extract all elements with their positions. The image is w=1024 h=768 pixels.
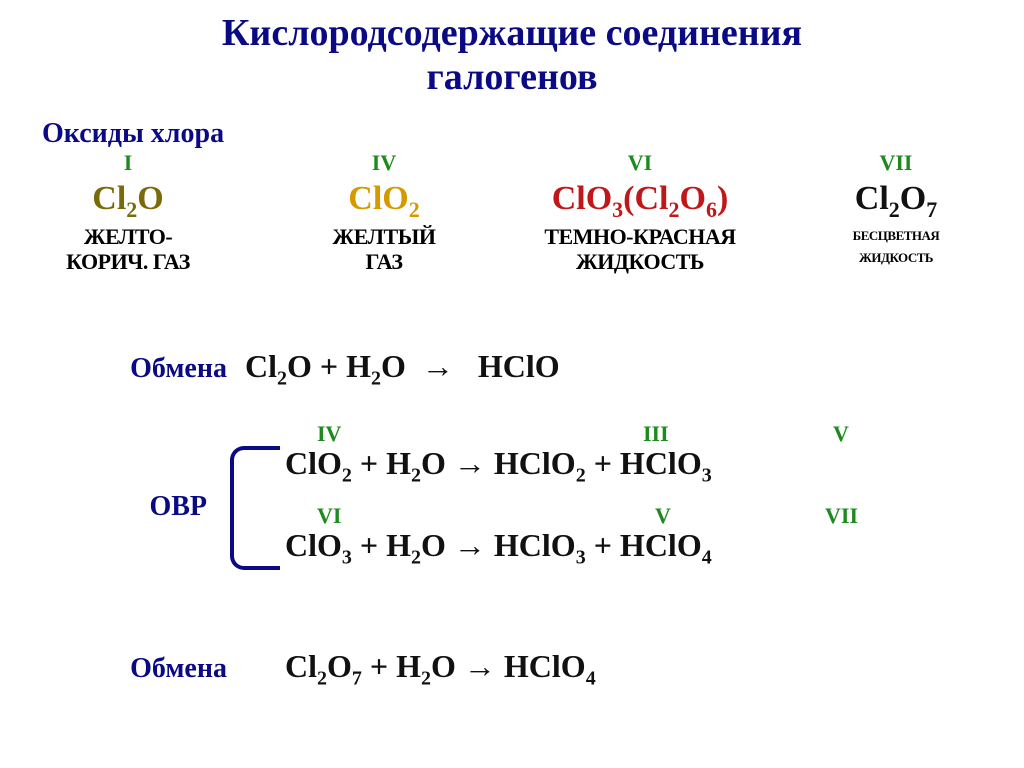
oxnum-1: I [0,150,256,180]
anno-r2-1: IV [317,421,341,447]
desc-3: темно-красная жидкость [512,224,768,275]
formula-1: Cl2O [0,180,256,224]
oxides-row: I Cl2O желто- корич. газ IV ClO2 желтый … [0,150,1024,275]
anno-r3-2: V [655,503,671,529]
oxnum-3: VI [512,150,768,180]
formula-4: Cl2O7 [768,180,1024,224]
formula-2: ClO2 [256,180,512,224]
desc-2: желтый газ [256,224,512,275]
reaction-group-4: Обмена Cl2O7 + H2O → HClO4 [0,648,1024,690]
oxide-col-4: VII Cl2O7 бесцветная жидкость [768,150,1024,275]
desc-4: бесцветная жидкость [768,224,1024,268]
formula-3: ClO3(Cl2O6) [512,180,768,224]
title-line1: Кислородсодержащие соединения [222,12,802,54]
label-exchange-2: Обмена [0,653,245,685]
label-redox: ОВР [0,491,225,523]
oxnum-4: VII [768,150,1024,180]
title-line2: галогенов [427,56,598,98]
anno-r2-2: III [643,421,669,447]
reaction-4: Cl2O7 + H2O → HClO4 [285,648,1024,690]
label-exchange-1: Обмена [0,353,245,385]
reaction-1: Cl2O + H2O → HClO [245,348,1024,390]
anno-r2-3: V [833,421,849,447]
anno-r3-3: VII [825,503,858,529]
page-title: Кислородсодержащие соединения галогенов [0,0,1024,99]
anno-r3-1: VI [317,503,341,529]
oxide-col-2: IV ClO2 желтый газ [256,150,512,275]
oxide-col-3: VI ClO3(Cl2O6) темно-красная жидкость [512,150,768,275]
reaction-group-1: Обмена Cl2O + H2O → HClO [0,348,1024,390]
oxide-col-1: I Cl2O желто- корич. газ [0,150,256,275]
desc-1: желто- корич. газ [0,224,256,275]
reaction-group-ovr: ОВР ClO2 + H2O → HClO2 + HClO3 IV III V … [0,452,1024,562]
reaction-2: ClO2 + H2O → HClO2 + HClO3 IV III V [285,445,1024,487]
subheading: Оксиды хлора [42,118,224,150]
oxnum-2: IV [256,150,512,180]
reaction-3: ClO3 + H2O → HClO3 + HClO4 VI V VII [285,527,1024,569]
